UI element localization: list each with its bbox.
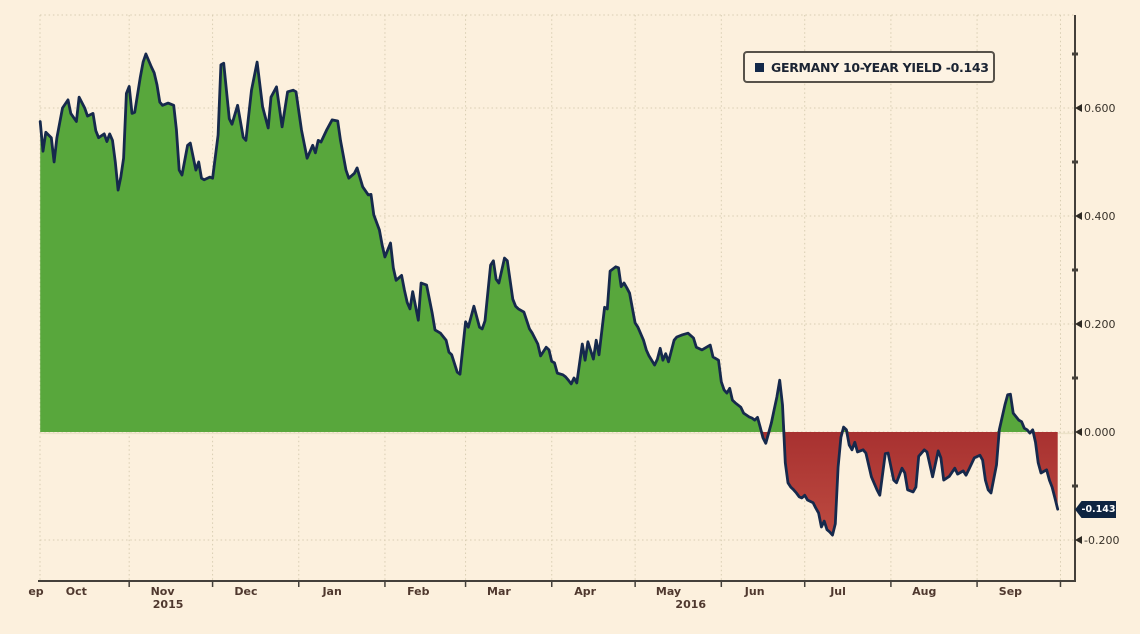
y-major-tick-arrow-icon [1075, 104, 1082, 112]
negative-area [40, 432, 1058, 536]
y-tick-label: -0.200 [1084, 534, 1119, 547]
y-minor-tick [1072, 376, 1078, 380]
x-tick-label: May [656, 585, 681, 598]
x-tick-label: ep [28, 585, 43, 598]
x-tick-label: Mar [487, 585, 511, 598]
y-tick-label: 0.000 [1084, 426, 1116, 439]
y-tick-label: 0.200 [1084, 318, 1116, 331]
y-major-tick-arrow-icon [1075, 212, 1082, 220]
year-label: 2015 [153, 598, 184, 611]
x-tick-label: Apr [574, 585, 596, 598]
x-tick-label: Jan [321, 585, 341, 598]
y-major-tick-arrow-icon [1075, 536, 1082, 544]
x-tick-label: Jul [829, 585, 846, 598]
y-minor-tick [1072, 484, 1078, 488]
x-tick-label: Feb [407, 585, 430, 598]
y-major-tick-arrow-icon [1075, 428, 1082, 436]
x-tick-label: Jun [744, 585, 765, 598]
legend-series-marker-icon [755, 62, 764, 72]
y-major-tick-arrow-icon [1075, 320, 1082, 328]
last-price-badge: -0.143 [1075, 501, 1116, 518]
yield-line [38, 52, 1060, 537]
x-tick-label: Oct [66, 585, 87, 598]
y-minor-tick [1072, 268, 1078, 272]
x-tick-label: Dec [234, 585, 257, 598]
y-tick-label: 0.400 [1084, 210, 1116, 223]
y-minor-tick [1072, 160, 1078, 164]
chart-legend[interactable]: GERMANY 10-YEAR YIELD -0.143 [743, 51, 995, 83]
x-tick-label: Aug [912, 585, 936, 598]
y-tick-label: 0.600 [1084, 102, 1116, 115]
positive-area [40, 54, 1058, 432]
y-minor-tick [1072, 52, 1078, 56]
legend-series-label: GERMANY 10-YEAR YIELD -0.143 [771, 59, 989, 75]
x-tick-label: Sep [999, 585, 1022, 598]
x-tick-label: Nov [151, 585, 176, 598]
year-label: 2016 [675, 598, 706, 611]
